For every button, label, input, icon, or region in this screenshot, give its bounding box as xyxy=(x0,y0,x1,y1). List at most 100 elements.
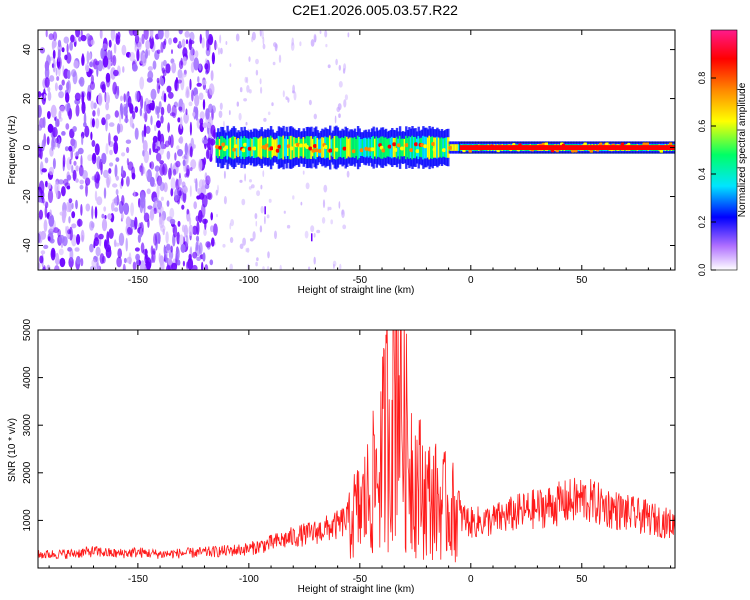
heatmap-cell xyxy=(61,79,65,86)
snr-ticks: -150 -100 -50 0 50 1000 2000 3000 4000 5000 xyxy=(22,318,675,585)
heatmap-cell xyxy=(113,196,120,206)
heatmap-cell xyxy=(405,135,408,160)
heatmap-cell xyxy=(301,138,304,157)
heatmap-cell xyxy=(177,149,183,157)
heatmap-cell xyxy=(147,205,153,210)
heatmap-cell xyxy=(168,37,173,45)
x-tick-label: 0 xyxy=(468,574,474,585)
heatmap-cell xyxy=(239,243,244,250)
heatmap-cell xyxy=(164,38,167,46)
heatmap-cell xyxy=(47,236,51,241)
heatmap-cell xyxy=(62,154,66,168)
heatmap-cell xyxy=(294,137,298,158)
heatmap-cell xyxy=(457,144,461,151)
heatmap-cell xyxy=(86,91,91,101)
heatmap-cell xyxy=(160,115,164,124)
heatmap-cell xyxy=(304,230,309,239)
heatmap-cell xyxy=(93,102,97,109)
heatmap-cell xyxy=(198,158,203,172)
heatmap-cell xyxy=(403,138,406,157)
heatmap-cell xyxy=(254,213,258,220)
heatmap-cell xyxy=(52,158,56,170)
heatmap-cell xyxy=(120,95,123,102)
heatmap-cell xyxy=(179,136,184,144)
heatmap-cell xyxy=(87,154,93,162)
heatmap-cell xyxy=(205,30,209,40)
heatmap-cell xyxy=(71,223,77,229)
heatmap-cell xyxy=(99,30,103,39)
heatmap-cell xyxy=(203,228,207,237)
heatmap-cell xyxy=(141,33,145,45)
heatmap-cell xyxy=(115,157,120,163)
heatmap-cell xyxy=(156,120,161,129)
heatmap-cell xyxy=(193,201,197,210)
heatmap-cell xyxy=(235,33,240,42)
heatmap-cell xyxy=(132,191,139,197)
heatmap-cell xyxy=(313,113,317,120)
heatmap-cell xyxy=(164,30,170,39)
heatmap-cell xyxy=(170,177,176,191)
heatmap-cell xyxy=(113,43,117,54)
heatmap-cell xyxy=(182,159,186,167)
heatmap-cell xyxy=(295,142,300,147)
heatmap-cell xyxy=(125,237,128,252)
heatmap-cell xyxy=(356,135,360,160)
heatmap-cell xyxy=(313,256,316,265)
heatmap-cell xyxy=(327,206,330,212)
heatmap-cell xyxy=(225,41,228,45)
heatmap-cell xyxy=(63,36,70,44)
heatmap-cell xyxy=(108,168,112,174)
heatmap-cell xyxy=(57,43,63,53)
heatmap-cell xyxy=(261,30,264,39)
heatmap-cell xyxy=(338,81,343,88)
heatmap-cell xyxy=(451,144,455,151)
heatmap-cell xyxy=(126,176,130,187)
heatmap-cell xyxy=(431,136,434,159)
heatmap-cell xyxy=(327,64,331,69)
heatmap-cell xyxy=(222,243,226,248)
heatmap-cell xyxy=(150,115,153,126)
heatmap-cell xyxy=(215,43,218,49)
heatmap-cell xyxy=(95,60,100,66)
heatmap-cell xyxy=(136,48,140,62)
heatmap-cell xyxy=(268,198,272,203)
heatmap-cell xyxy=(209,156,213,162)
heatmap-cell xyxy=(105,244,111,253)
heatmap-cell xyxy=(46,136,50,146)
heatmap-cell xyxy=(271,102,274,107)
colorbar-tick-label: 0.2 xyxy=(697,216,707,229)
heatmap-cell xyxy=(445,137,448,158)
heatmap-cell xyxy=(121,177,124,187)
spectrogram-ticks: -150 -100 -50 0 50 -40 -20 0 20 40 xyxy=(22,30,675,286)
heatmap-cell xyxy=(115,175,120,181)
heatmap-cell xyxy=(140,194,146,209)
x-tick-label: -100 xyxy=(239,275,259,286)
heatmap-cell xyxy=(134,34,140,44)
heatmap-cell xyxy=(67,229,72,235)
heatmap-cell xyxy=(153,207,157,214)
heatmap-cell xyxy=(132,261,137,270)
heatmap-cell xyxy=(267,251,270,259)
heatmap-cell xyxy=(177,220,181,227)
heatmap-cell xyxy=(49,209,52,217)
heatmap-cell xyxy=(338,113,341,118)
heatmap-cell xyxy=(262,170,265,178)
heatmap-cell xyxy=(101,153,107,165)
heatmap-cell xyxy=(94,232,99,242)
heatmap-cell xyxy=(245,248,248,253)
heatmap-cell xyxy=(437,137,441,158)
heatmap-cell xyxy=(285,136,288,159)
heatmap-cell xyxy=(173,37,178,44)
heatmap-cell xyxy=(48,33,54,41)
heatmap-cell xyxy=(55,67,58,76)
heatmap-cell xyxy=(395,136,399,159)
heatmap-cell xyxy=(38,124,43,131)
heatmap-cell xyxy=(39,47,46,54)
heatmap-cell xyxy=(94,143,100,156)
heatmap-cell xyxy=(291,37,295,46)
heatmap-cell xyxy=(202,139,209,144)
heatmap-cell xyxy=(74,247,80,252)
heatmap-cell xyxy=(128,252,132,263)
heatmap-cell xyxy=(205,149,210,160)
heatmap-cell xyxy=(102,55,109,68)
